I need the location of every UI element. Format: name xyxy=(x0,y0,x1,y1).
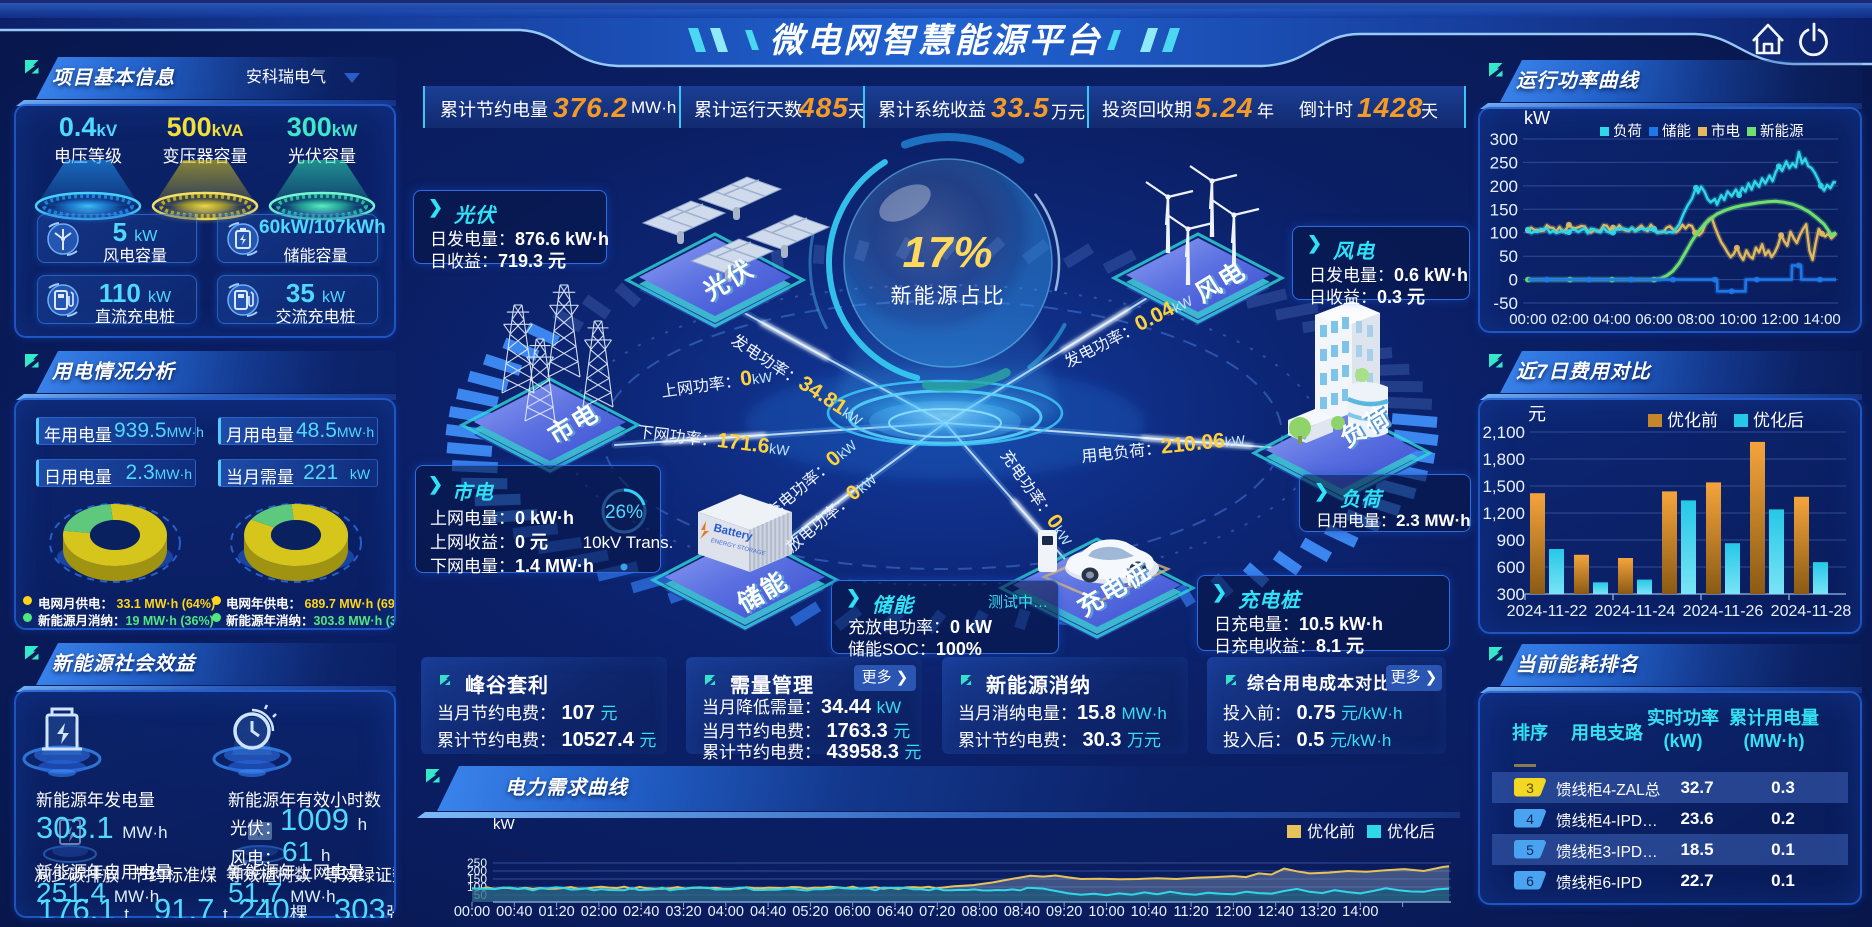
svg-text:26%: 26% xyxy=(605,502,643,523)
svg-text:08:40: 08:40 xyxy=(1004,904,1040,920)
svg-text:10kV Trans.: 10kV Trans. xyxy=(583,533,674,552)
svg-text:元: 元 xyxy=(1528,404,1546,424)
svg-text:900: 900 xyxy=(1497,531,1525,550)
svg-text:储能: 储能 xyxy=(1662,123,1691,140)
svg-text:50: 50 xyxy=(1499,247,1518,266)
svg-text:优化后: 优化后 xyxy=(1387,823,1435,841)
svg-text:优化前: 优化前 xyxy=(1307,823,1355,841)
svg-text:03:20: 03:20 xyxy=(665,904,701,920)
svg-text:04:00: 04:00 xyxy=(1593,311,1631,328)
svg-text:-50: -50 xyxy=(1493,294,1518,313)
svg-text:250: 250 xyxy=(1490,153,1518,172)
svg-text:06:00: 06:00 xyxy=(1635,311,1673,328)
svg-text:150: 150 xyxy=(1490,200,1518,219)
svg-text:市电: 市电 xyxy=(1711,123,1740,140)
svg-text:200: 200 xyxy=(1490,177,1518,196)
svg-text:100: 100 xyxy=(1490,224,1518,243)
svg-text:3: 3 xyxy=(1526,780,1534,796)
svg-text:kW: kW xyxy=(1524,108,1550,128)
svg-text:10:40: 10:40 xyxy=(1131,904,1167,920)
svg-text:优化后: 优化后 xyxy=(1753,411,1804,430)
svg-text:08:00: 08:00 xyxy=(961,904,997,920)
svg-text:6: 6 xyxy=(1526,873,1534,889)
svg-text:06:40: 06:40 xyxy=(877,904,913,920)
svg-text:2,100: 2,100 xyxy=(1482,423,1525,442)
svg-text:09:20: 09:20 xyxy=(1046,904,1082,920)
svg-text:微电网智慧能源平台: 微电网智慧能源平台 xyxy=(770,22,1103,60)
svg-text:04:40: 04:40 xyxy=(750,904,786,920)
svg-text:1,800: 1,800 xyxy=(1482,450,1525,469)
svg-text:14:00: 14:00 xyxy=(1803,311,1841,328)
svg-text:05:20: 05:20 xyxy=(792,904,828,920)
svg-text:13:20: 13:20 xyxy=(1300,904,1336,920)
svg-text:11:20: 11:20 xyxy=(1173,904,1208,920)
svg-text:2024-11-26: 2024-11-26 xyxy=(1683,603,1764,620)
svg-text:02:40: 02:40 xyxy=(623,904,659,920)
svg-text:5: 5 xyxy=(1526,842,1534,858)
svg-text:250: 250 xyxy=(467,856,487,870)
svg-text:02:00: 02:00 xyxy=(1551,311,1589,328)
svg-text:150: 150 xyxy=(467,872,487,886)
svg-text:08:00: 08:00 xyxy=(1677,311,1715,328)
svg-text:新能源: 新能源 xyxy=(1760,123,1804,140)
svg-text:负荷: 负荷 xyxy=(1613,123,1642,140)
svg-text:kW: kW xyxy=(493,816,516,833)
svg-text:600: 600 xyxy=(1497,558,1525,577)
svg-text:300: 300 xyxy=(1490,130,1518,149)
svg-text:14:00: 14:00 xyxy=(1342,904,1378,920)
svg-text:00:00: 00:00 xyxy=(454,904,490,920)
svg-text:06:00: 06:00 xyxy=(835,904,871,920)
svg-text:2024-11-28: 2024-11-28 xyxy=(1771,603,1852,620)
svg-text:02:00: 02:00 xyxy=(581,904,617,920)
svg-text:12:40: 12:40 xyxy=(1258,904,1294,920)
svg-text:0: 0 xyxy=(1509,271,1518,290)
svg-text:00:40: 00:40 xyxy=(496,904,532,920)
svg-text:12:00: 12:00 xyxy=(1761,311,1799,328)
svg-text:12:00: 12:00 xyxy=(1215,904,1251,920)
svg-text:200: 200 xyxy=(467,864,487,878)
svg-text:4: 4 xyxy=(1526,811,1534,827)
svg-text:上网功率：0kW: 上网功率：0kW xyxy=(659,363,774,401)
svg-text:1,200: 1,200 xyxy=(1482,504,1525,523)
svg-text:300: 300 xyxy=(1497,585,1525,604)
svg-text:10:00: 10:00 xyxy=(1719,311,1757,328)
svg-text:1,500: 1,500 xyxy=(1482,477,1525,496)
svg-text:00:00: 00:00 xyxy=(1509,311,1547,328)
svg-text:新能源占比: 新能源占比 xyxy=(891,285,1006,308)
svg-text:01:20: 01:20 xyxy=(538,904,574,920)
svg-text:放电功率：0kW: 放电功率：0kW xyxy=(780,467,881,557)
svg-text:04:00: 04:00 xyxy=(708,904,744,920)
svg-text:发电功率：0.04kW: 发电功率：0.04kW xyxy=(1060,288,1197,373)
svg-text:优化前: 优化前 xyxy=(1667,411,1718,430)
svg-text:10:00: 10:00 xyxy=(1088,904,1124,920)
svg-text:07:20: 07:20 xyxy=(919,904,955,920)
svg-text:17%: 17% xyxy=(902,228,993,277)
svg-text:2024-11-24: 2024-11-24 xyxy=(1595,603,1676,620)
svg-text:2024-11-22: 2024-11-22 xyxy=(1507,603,1588,620)
